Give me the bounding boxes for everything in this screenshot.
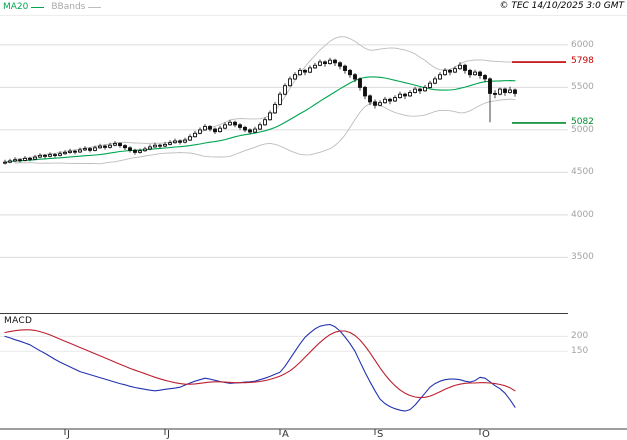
resistance-level-label: 5798 [571,56,594,66]
month-label: A [282,429,289,440]
price-tick-label: 6000 [571,40,594,50]
ma20-legend-label: MA20 [3,2,29,12]
macd-panel-label: MACD [4,316,33,326]
bbands-legend-swatch [88,6,102,8]
price-tick-label: 5000 [571,125,594,135]
support-level-label: 5082 [571,117,594,127]
price-tick-label: 3500 [571,252,594,262]
month-label: O [482,429,490,440]
month-label: J [67,429,70,440]
macd-tick-label: 150 [571,346,589,356]
ma20-legend-swatch [31,6,45,8]
month-label: S [377,429,384,440]
price-tick-label: 5500 [571,82,594,92]
price-tick-label: 4000 [571,210,594,220]
bbands-legend-label: BBands [51,2,86,12]
price-tick-label: 4500 [571,167,594,177]
macd-tick-label: 200 [571,331,589,341]
copyright-text: © TEC 14/10/2025 3:0 GMT [499,1,624,11]
legend-bar: MA20 BBands [3,1,108,13]
month-label: J [167,429,170,440]
